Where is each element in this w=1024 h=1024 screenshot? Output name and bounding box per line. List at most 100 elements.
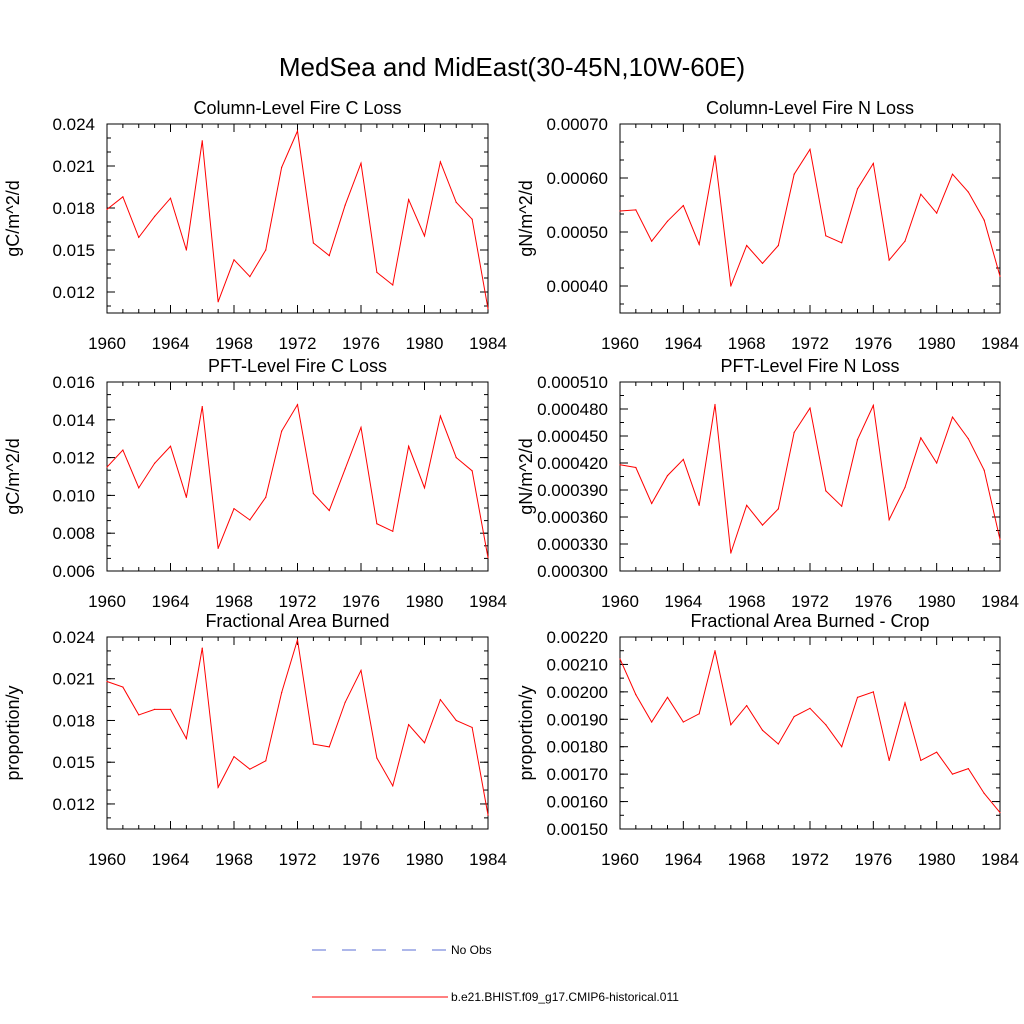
x-tick-label: 1980 [406, 850, 444, 869]
data-point [666, 220, 669, 222]
panel-1: Column-Level Fire C Loss gC/m^2/d 1960 1964… [3, 98, 507, 353]
panel-title: Column-Level Fire N Loss [706, 98, 914, 118]
data-point [651, 502, 653, 505]
y-tick-label: 0.021 [52, 670, 95, 689]
y-tick-label: 0.000330 [537, 535, 608, 554]
data-point [936, 751, 938, 753]
data-point [730, 285, 732, 287]
data-point [138, 487, 140, 489]
data-point [408, 199, 410, 201]
data-point [296, 130, 299, 132]
y-axis-label: gC/m^2/d [3, 180, 23, 256]
legend-label-model: b.e21.BHIST.f09_g17.CMIP6-historical.011 [451, 990, 679, 1004]
data-point [328, 746, 330, 748]
data-point [619, 210, 621, 212]
data-point [951, 173, 954, 175]
x-tick-label: 1980 [918, 334, 956, 353]
x-tick-label: 1968 [215, 592, 253, 611]
data-point [872, 404, 874, 406]
data-point [312, 242, 314, 244]
data-point [682, 721, 684, 723]
data-point [682, 204, 684, 207]
data-point [619, 658, 621, 660]
y-tick-label: 0.014 [52, 411, 95, 430]
series-line-1 [106, 129, 489, 309]
x-tick-label: 1972 [791, 334, 829, 353]
data-point [983, 469, 985, 471]
x-tick-label: 1972 [279, 850, 317, 869]
data-point [344, 204, 346, 206]
data-point [185, 496, 187, 498]
data-point [999, 811, 1001, 814]
data-point [809, 407, 811, 409]
data-point [154, 462, 156, 464]
data-point [201, 647, 203, 649]
data-point [344, 701, 346, 703]
data-point [936, 462, 938, 464]
y-tick-label: 0.012 [52, 283, 95, 302]
data-point [455, 201, 457, 203]
data-point [265, 496, 267, 498]
data-point [841, 242, 843, 244]
y-axis-label: gN/m^2/d [516, 438, 536, 514]
data-point [265, 249, 267, 251]
data-point [920, 437, 922, 439]
data-point [635, 694, 637, 696]
y-tick-label: 0.016 [52, 373, 95, 392]
x-tick-label: 1964 [152, 850, 190, 869]
data-point [809, 148, 811, 150]
data-point [296, 404, 299, 406]
x-tick-label: 1968 [215, 850, 253, 869]
data-point [281, 692, 283, 694]
data-point [793, 431, 795, 433]
data-point [344, 468, 346, 470]
y-tick-label: 0.000300 [537, 562, 608, 581]
data-point [761, 262, 764, 264]
x-tick-label: 1968 [728, 850, 766, 869]
data-point [698, 243, 700, 246]
data-point [666, 696, 669, 698]
data-point [138, 714, 140, 716]
y-axis-label: proportion/y [516, 685, 536, 780]
data-point [856, 439, 859, 441]
data-point [666, 475, 669, 477]
data-point [746, 244, 748, 247]
data-point [122, 449, 124, 451]
panel-title: PFT-Level Fire N Loss [720, 356, 899, 376]
x-tick-label: 1972 [791, 592, 829, 611]
data-point [360, 426, 362, 428]
data-point [185, 737, 187, 740]
data-point [983, 792, 985, 794]
data-point [392, 284, 394, 286]
x-tick-label: 1968 [728, 334, 766, 353]
plot-frame [619, 123, 1001, 314]
x-tick-label: 1980 [406, 592, 444, 611]
data-point [651, 721, 653, 723]
y-tick-label: 0.00210 [547, 655, 608, 674]
data-point [408, 724, 410, 726]
x-tick-label: 1980 [406, 334, 444, 353]
data-point [154, 708, 156, 710]
x-tick-label: 1976 [342, 592, 380, 611]
data-point [233, 259, 235, 261]
legend: No Obs b.e21.BHIST.f09_g17.CMIP6-histori… [312, 943, 679, 1004]
data-point [122, 196, 124, 198]
data-point [856, 696, 859, 698]
data-point [888, 759, 890, 762]
x-tick-label: 1984 [469, 592, 507, 611]
data-point [888, 259, 890, 261]
data-point [825, 235, 827, 237]
data-point [217, 786, 219, 788]
x-tick-label: 1960 [601, 592, 639, 611]
data-point [793, 715, 795, 718]
plot-frame [106, 381, 489, 572]
y-tick-label: 0.006 [52, 562, 95, 581]
data-point [487, 308, 489, 310]
x-tick-label: 1976 [342, 850, 380, 869]
x-tick-label: 1972 [279, 334, 317, 353]
data-point [746, 504, 748, 506]
data-point [312, 743, 314, 745]
data-point [439, 415, 441, 417]
data-point [777, 244, 779, 247]
